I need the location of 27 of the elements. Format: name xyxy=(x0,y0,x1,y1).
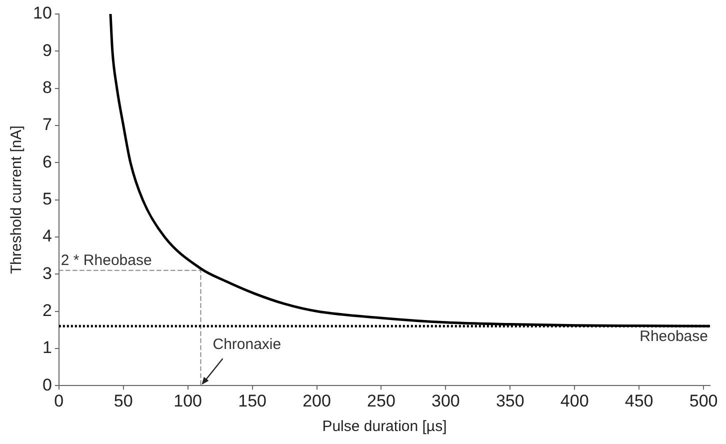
x-tick-label: 450 xyxy=(624,391,654,410)
ref-line-label: Rheobase xyxy=(640,328,708,345)
x-tick-label: 50 xyxy=(114,391,133,410)
x-tick-label: 150 xyxy=(238,391,266,410)
x-tick-label: 250 xyxy=(367,391,396,410)
x-tick-label: 300 xyxy=(432,391,460,410)
x-tick-label: 400 xyxy=(560,391,589,410)
y-axis-title: Threshold current [nA] xyxy=(8,126,26,274)
y-tick-label: 7 xyxy=(42,115,52,134)
y-tick-label: 4 xyxy=(42,226,52,246)
y-tick-label: 9 xyxy=(42,40,52,60)
annotation: 2 * Rheobase xyxy=(60,252,152,270)
x-tick-label: 500 xyxy=(689,391,718,410)
y-tick-label: 5 xyxy=(42,189,52,208)
x-tick-label: 350 xyxy=(496,391,524,410)
y-tick-label: 6 xyxy=(42,152,52,172)
y-tick-label: 0 xyxy=(42,375,52,394)
y-tick-label: 1 xyxy=(42,338,52,358)
y-tick-label: 10 xyxy=(32,4,52,23)
x-tick-label: 0 xyxy=(54,391,64,410)
y-tick-label: 2 xyxy=(42,300,52,320)
annotation: Chronaxie xyxy=(212,336,282,354)
y-tick-label: 3 xyxy=(42,264,52,283)
x-tick-label: 100 xyxy=(174,391,202,410)
x-tick-label: 200 xyxy=(302,391,331,410)
x-axis-title: Pulse duration [µs] xyxy=(322,418,447,436)
y-tick-label: 8 xyxy=(42,78,52,98)
